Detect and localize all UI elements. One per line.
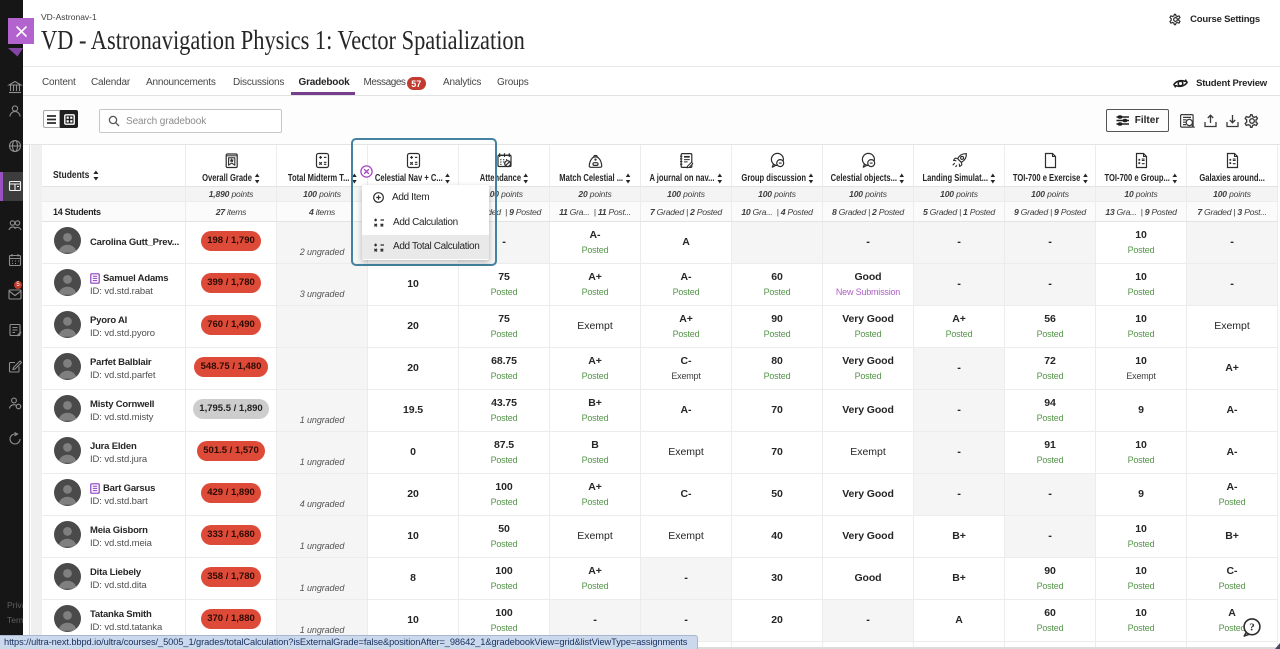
svg-text:?: ? [1249, 622, 1255, 634]
